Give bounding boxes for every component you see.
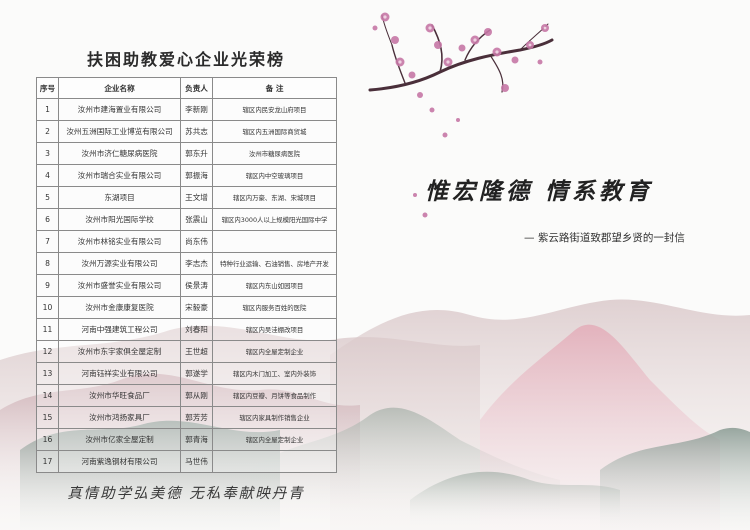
cell-note: 汝州市糖尿病医院	[212, 142, 337, 165]
cell-index: 2	[36, 120, 59, 143]
table-row: 12 汝州市东宇家俱全屋定制 王世超 辖区内全屋定制企业	[36, 340, 337, 363]
cell-note: 辖区内家具制作销售企业	[212, 406, 337, 429]
cell-person: 郭东升	[180, 142, 213, 165]
cell-note: 辖区内中空玻璃项目	[212, 164, 337, 187]
cell-index: 3	[36, 142, 59, 165]
column-header-index: 序号	[36, 77, 59, 99]
cell-company: 汝州市盛誉实业有限公司	[58, 274, 181, 297]
cell-index: 7	[36, 230, 59, 253]
cell-note: 辖区内全屋定制企业	[212, 428, 337, 451]
column-header-note: 备 注	[212, 77, 337, 99]
cell-index: 6	[36, 208, 59, 231]
cell-person: 尚东伟	[180, 230, 213, 253]
cell-index: 1	[36, 98, 59, 121]
table-row: 17 河南紫逸钢材有限公司 马世伟	[36, 450, 337, 473]
column-header-person: 负责人	[180, 77, 213, 99]
cell-note: 辖区内万豪、东湖、宋城项目	[212, 186, 337, 209]
cell-company: 汝州市华旺食品厂	[58, 384, 181, 407]
cell-note: 辖区内东山如园项目	[212, 274, 337, 297]
cell-company: 汝州市鸿扬家具厂	[58, 406, 181, 429]
page-title: 扶困助教爱心企业光荣榜	[86, 50, 285, 69]
cell-company: 汝州市东宇家俱全屋定制	[58, 340, 181, 363]
cell-index: 16	[36, 428, 59, 451]
cell-index: 8	[36, 252, 59, 275]
cell-person: 郭振海	[180, 164, 213, 187]
cell-person: 苏共志	[180, 120, 213, 143]
cell-person: 李志杰	[180, 252, 213, 275]
table-row: 9 汝州市盛誉实业有限公司 侯景涛 辖区内东山如园项目	[36, 274, 337, 297]
cell-company: 汝州市亿家全屋定制	[58, 428, 181, 451]
cell-company: 汝州市瑞合实业有限公司	[58, 164, 181, 187]
cell-note: 特种行业运输、石油销售、房地产开发	[212, 252, 337, 275]
cell-person: 马世伟	[180, 450, 213, 473]
table-row: 10 汝州市金康康复医院 宋毅豪 辖区内服务百姓的医院	[36, 296, 337, 319]
cell-note: 辖区内服务百姓的医院	[212, 296, 337, 319]
cell-index: 14	[36, 384, 59, 407]
cell-company: 汝州市济仁糖尿病医院	[58, 142, 181, 165]
cell-index: 4	[36, 164, 59, 187]
cell-person: 李新刚	[180, 98, 213, 121]
cell-person: 郭芳芳	[180, 406, 213, 429]
cell-note: 辖区内全屋定制企业	[212, 340, 337, 363]
cell-person: 侯景涛	[180, 274, 213, 297]
cell-company: 河南钰祥实业有限公司	[58, 362, 181, 385]
cell-person: 张震山	[180, 208, 213, 231]
table-row: 2 汝州五洲国际工业博览有限公司 苏共志 辖区内五洲国际商贸城	[36, 120, 337, 143]
cell-person: 宋毅豪	[180, 296, 213, 319]
cell-index: 10	[36, 296, 59, 319]
table-row: 3 汝州市济仁糖尿病医院 郭东升 汝州市糖尿病医院	[36, 142, 337, 165]
cell-person: 王世超	[180, 340, 213, 363]
cell-company: 汝州市阳光国际学校	[58, 208, 181, 231]
table-row: 5 东湖项目 王文增 辖区内万豪、东湖、宋城项目	[36, 186, 337, 209]
cell-index: 11	[36, 318, 59, 341]
column-header-company: 企业名称	[58, 77, 181, 99]
cell-person: 郭青海	[180, 428, 213, 451]
cell-company: 汝州万源实业有限公司	[58, 252, 181, 275]
cell-note: 辖区内木门加工、室内外装饰	[212, 362, 337, 385]
table-row: 16 汝州市亿家全屋定制 郭青海 辖区内全屋定制企业	[36, 428, 337, 451]
cell-person: 郭从刚	[180, 384, 213, 407]
donor-enterprise-table: 序号 企业名称 负责人 备 注 1 汝州市建海置业有限公司 李新刚 辖区内民安龙山府项…	[36, 77, 337, 473]
cell-index: 15	[36, 406, 59, 429]
table-header-row: 序号 企业名称 负责人 备 注	[36, 77, 337, 99]
table-row: 8 汝州万源实业有限公司 李志杰 特种行业运输、石油销售、房地产开发	[36, 252, 337, 275]
cell-index: 12	[36, 340, 59, 363]
table-row: 7 汝州市林铭实业有限公司 尚东伟	[36, 230, 337, 253]
cell-index: 13	[36, 362, 59, 385]
cell-company: 东湖项目	[58, 186, 181, 209]
cell-note: 辖区内民安龙山府项目	[212, 98, 337, 121]
table-row: 13 河南钰祥实业有限公司 郭遂学 辖区内木门加工、室内外装饰	[36, 362, 337, 385]
table-row: 11 河南中强建筑工程公司 刘春阳 辖区内吴洼棚改项目	[36, 318, 337, 341]
cell-note: 辖区内五洲国际商贸城	[212, 120, 337, 143]
cell-company: 河南中强建筑工程公司	[58, 318, 181, 341]
table-row: 15 汝州市鸿扬家具厂 郭芳芳 辖区内家具制作销售企业	[36, 406, 337, 429]
table-row: 6 汝州市阳光国际学校 张震山 辖区内3000人以上规模阳光国际中学	[36, 208, 337, 231]
cell-index: 5	[36, 186, 59, 209]
cell-company: 汝州市金康康复医院	[58, 296, 181, 319]
cell-note	[212, 450, 337, 473]
cell-index: 17	[36, 450, 59, 473]
cell-company: 汝州五洲国际工业博览有限公司	[58, 120, 181, 143]
cell-person: 刘春阳	[180, 318, 213, 341]
table-row: 1 汝州市建海置业有限公司 李新刚 辖区内民安龙山府项目	[36, 98, 337, 121]
table-row: 4 汝州市瑞合实业有限公司 郭振海 辖区内中空玻璃项目	[36, 164, 337, 187]
cell-person: 王文增	[180, 186, 213, 209]
letter-subtitle: — 紫云路街道致郡望乡贤的一封信	[524, 232, 685, 244]
cell-note: 辖区内3000人以上规模阳光国际中学	[212, 208, 337, 231]
cell-note: 辖区内吴洼棚改项目	[212, 318, 337, 341]
main-slogan: 惟宏隆德 情系教育	[425, 178, 654, 205]
bottom-slogan: 真情助学弘美德 无私奉献映丹青	[67, 486, 305, 502]
cell-index: 9	[36, 274, 59, 297]
cell-person: 郭遂学	[180, 362, 213, 385]
table-row: 14 汝州市华旺食品厂 郭从刚 辖区内豆瓣、月饼等食品制作	[36, 384, 337, 407]
cell-company: 河南紫逸钢材有限公司	[58, 450, 181, 473]
cell-note: 辖区内豆瓣、月饼等食品制作	[212, 384, 337, 407]
cell-company: 汝州市建海置业有限公司	[58, 98, 181, 121]
cell-note	[212, 230, 337, 253]
cell-company: 汝州市林铭实业有限公司	[58, 230, 181, 253]
